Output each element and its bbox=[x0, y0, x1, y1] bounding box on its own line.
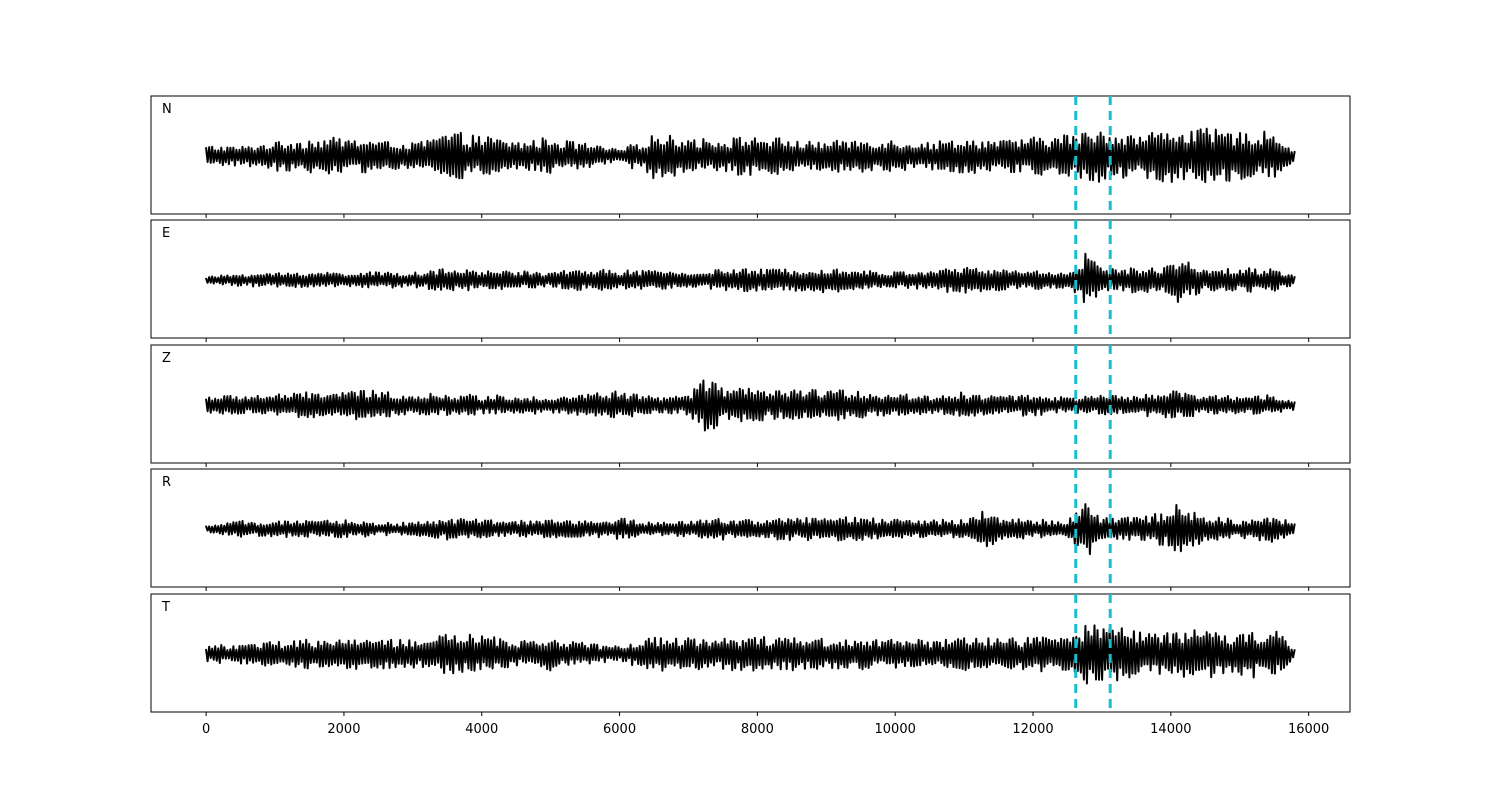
panel-e: E bbox=[150, 219, 1351, 342]
waveform-trace bbox=[205, 252, 1296, 304]
panel-z: Z bbox=[150, 344, 1351, 467]
panel-frame bbox=[150, 593, 1351, 713]
panel-label: T bbox=[161, 600, 170, 615]
waveform-trace bbox=[205, 127, 1296, 184]
waveform-trace bbox=[205, 503, 1296, 556]
panel-label: R bbox=[162, 475, 171, 490]
waveform-trace bbox=[205, 379, 1296, 432]
x-tick-label: 6000 bbox=[603, 722, 636, 737]
waveform-trace bbox=[205, 624, 1296, 685]
panel-frame bbox=[150, 344, 1351, 464]
panel-r: R bbox=[150, 468, 1351, 591]
panel-n: N bbox=[150, 95, 1351, 218]
x-tick-label: 8000 bbox=[741, 722, 774, 737]
panel-label: Z bbox=[162, 351, 171, 366]
x-tick-label: 0 bbox=[202, 722, 210, 737]
x-tick-label: 14000 bbox=[1150, 722, 1191, 737]
x-tick-label: 16000 bbox=[1288, 722, 1329, 737]
panel-t: T bbox=[150, 593, 1351, 716]
panel-frame bbox=[150, 95, 1351, 215]
x-axis: 0 2000 4000 6000 8000 10000 12000 14000 16000 bbox=[202, 722, 1329, 737]
panel-frame bbox=[150, 468, 1351, 588]
panel-label: E bbox=[162, 226, 170, 241]
panel-label: N bbox=[162, 102, 172, 117]
panel-frame bbox=[150, 219, 1351, 339]
x-tick-label: 10000 bbox=[875, 722, 916, 737]
x-tick-label: 2000 bbox=[327, 722, 360, 737]
x-tick-label: 4000 bbox=[465, 722, 498, 737]
panels-layer: N E Z R T bbox=[150, 95, 1351, 716]
x-tick-label: 12000 bbox=[1012, 722, 1053, 737]
